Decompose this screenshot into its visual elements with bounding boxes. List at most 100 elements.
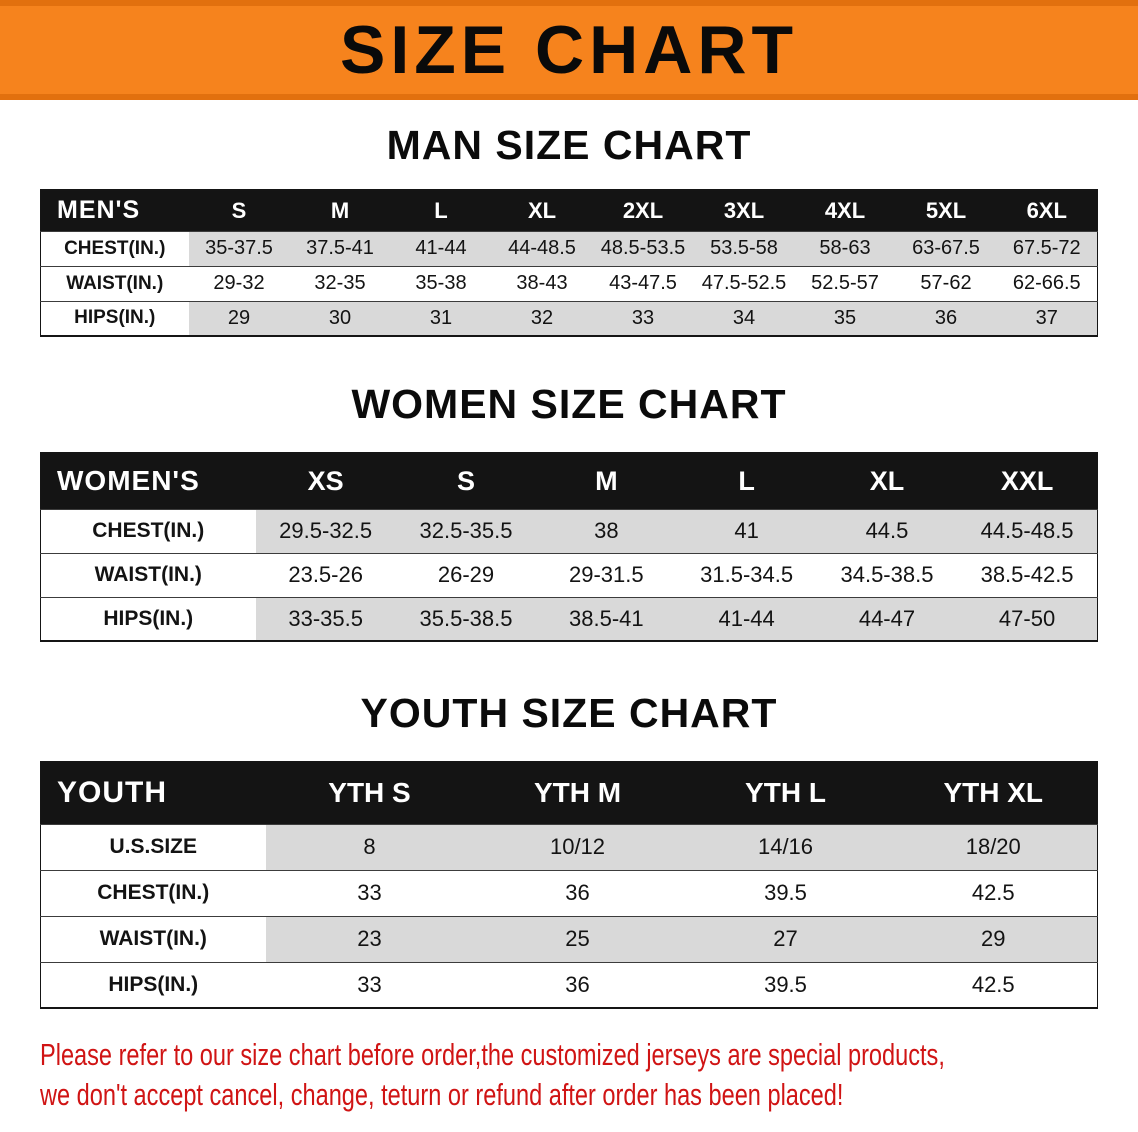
value-cell: 42.5 bbox=[889, 869, 1098, 916]
column-header: 2XL bbox=[592, 190, 694, 231]
column-header: L bbox=[676, 453, 817, 509]
value-cell: 29 bbox=[889, 915, 1098, 962]
value-cell: 34.5-38.5 bbox=[816, 552, 958, 597]
youth-section-heading: YOUTH SIZE CHART bbox=[360, 690, 778, 736]
disclaimer-line-2: we don't accept cancel, change, teturn o… bbox=[40, 1077, 844, 1113]
women-size-table: WOMEN'S XS S M L XL XXL CHEST(IN.) 29.5-32.5 32.5… bbox=[40, 452, 1098, 642]
column-header: 5XL bbox=[895, 190, 997, 231]
column-header: 4XL bbox=[794, 190, 896, 231]
table-corner-label: YOUTH bbox=[40, 762, 266, 824]
value-cell: 38-43 bbox=[491, 265, 593, 301]
row-label: CHEST(IN.) bbox=[40, 508, 256, 553]
value-cell: 58-63 bbox=[794, 230, 896, 266]
value-cell: 25 bbox=[473, 915, 682, 962]
value-cell: 42.5 bbox=[889, 961, 1098, 1008]
value-cell: 41 bbox=[676, 508, 817, 553]
value-cell: 39.5 bbox=[681, 961, 890, 1008]
row-label: CHEST(IN.) bbox=[40, 869, 266, 916]
value-cell: 47.5-52.5 bbox=[693, 265, 795, 301]
value-cell: 35-37.5 bbox=[188, 230, 290, 266]
row-label: WAIST(IN.) bbox=[40, 915, 266, 962]
row-label: WAIST(IN.) bbox=[40, 552, 256, 597]
disclaimer: Please refer to our size chart before or… bbox=[40, 1035, 1138, 1116]
value-cell: 44-48.5 bbox=[491, 230, 593, 266]
value-cell: 29 bbox=[188, 300, 290, 336]
women-section-heading: WOMEN SIZE CHART bbox=[351, 381, 787, 427]
table-row: U.S.SIZE 8 10/12 14/16 18/20 bbox=[40, 823, 1098, 870]
value-cell: 48.5-53.5 bbox=[592, 230, 694, 266]
value-cell: 67.5-72 bbox=[996, 230, 1098, 266]
value-cell: 36 bbox=[473, 869, 682, 916]
row-label: HIPS(IN.) bbox=[40, 596, 256, 641]
table-header-row: MEN'S S M L XL 2XL 3XL 4XL 5XL 6XL bbox=[40, 190, 1098, 231]
column-header: M bbox=[289, 190, 391, 231]
column-header: XS bbox=[255, 453, 396, 509]
value-cell: 63-67.5 bbox=[895, 230, 997, 266]
page-title: SIZE CHART bbox=[340, 12, 798, 88]
column-header: XXL bbox=[957, 453, 1098, 509]
row-label: HIPS(IN.) bbox=[40, 300, 189, 336]
value-cell: 52.5-57 bbox=[794, 265, 896, 301]
value-cell: 37.5-41 bbox=[289, 230, 391, 266]
value-cell: 38.5-42.5 bbox=[957, 552, 1098, 597]
value-cell: 44.5 bbox=[816, 508, 958, 553]
table-row: WAIST(IN.) 23 25 27 29 bbox=[40, 915, 1098, 962]
value-cell: 26-29 bbox=[395, 552, 537, 597]
column-header: M bbox=[536, 453, 677, 509]
table-row: CHEST(IN.) 35-37.5 37.5-41 41-44 44-48.5 48.5… bbox=[40, 230, 1098, 266]
column-header: YTH S bbox=[265, 762, 474, 824]
value-cell: 8 bbox=[265, 823, 474, 870]
value-cell: 41-44 bbox=[390, 230, 492, 266]
value-cell: 29.5-32.5 bbox=[255, 508, 396, 553]
value-cell: 35 bbox=[794, 300, 896, 336]
column-header: YTH XL bbox=[889, 762, 1098, 824]
column-header: S bbox=[188, 190, 290, 231]
value-cell: 35-38 bbox=[390, 265, 492, 301]
value-cell: 14/16 bbox=[681, 823, 890, 870]
value-cell: 18/20 bbox=[889, 823, 1098, 870]
value-cell: 33-35.5 bbox=[255, 596, 396, 641]
value-cell: 29-32 bbox=[188, 265, 290, 301]
column-header: XL bbox=[816, 453, 958, 509]
column-header: 6XL bbox=[996, 190, 1098, 231]
table-row: WAIST(IN.) 23.5-26 26-29 29-31.5 31.5-34.5 34… bbox=[40, 552, 1098, 597]
value-cell: 32.5-35.5 bbox=[395, 508, 537, 553]
value-cell: 36 bbox=[473, 961, 682, 1008]
value-cell: 23 bbox=[265, 915, 474, 962]
value-cell: 10/12 bbox=[473, 823, 682, 870]
row-label: U.S.SIZE bbox=[40, 823, 266, 870]
value-cell: 37 bbox=[996, 300, 1098, 336]
column-header: XL bbox=[491, 190, 593, 231]
table-row: WAIST(IN.) 29-32 32-35 35-38 38-43 43-47.5 47.… bbox=[40, 265, 1098, 301]
youth-size-table: YOUTH YTH S YTH M YTH L YTH XL U.S.SIZE 8 10/12… bbox=[40, 761, 1098, 1009]
row-label: WAIST(IN.) bbox=[40, 265, 189, 301]
value-cell: 44-47 bbox=[816, 596, 958, 641]
table-row: CHEST(IN.) 29.5-32.5 32.5-35.5 38 41 44.5 44.5… bbox=[40, 508, 1098, 553]
table-row: CHEST(IN.) 33 36 39.5 42.5 bbox=[40, 869, 1098, 916]
column-header: S bbox=[395, 453, 537, 509]
value-cell: 33 bbox=[265, 869, 474, 916]
value-cell: 29-31.5 bbox=[536, 552, 677, 597]
size-chart-banner: SIZE CHART bbox=[0, 0, 1138, 100]
value-cell: 44.5-48.5 bbox=[957, 508, 1098, 553]
column-header: L bbox=[390, 190, 492, 231]
value-cell: 32 bbox=[491, 300, 593, 336]
value-cell: 38 bbox=[536, 508, 677, 553]
value-cell: 30 bbox=[289, 300, 391, 336]
value-cell: 35.5-38.5 bbox=[395, 596, 537, 641]
value-cell: 53.5-58 bbox=[693, 230, 795, 266]
table-row: HIPS(IN.) 29 30 31 32 33 34 35 36 37 bbox=[40, 300, 1098, 336]
table-corner-label: MEN'S bbox=[40, 190, 189, 231]
column-header: YTH L bbox=[681, 762, 890, 824]
table-corner-label: WOMEN'S bbox=[40, 453, 256, 509]
value-cell: 62-66.5 bbox=[996, 265, 1098, 301]
men-section-heading: MAN SIZE CHART bbox=[386, 122, 752, 168]
table-header-row: YOUTH YTH S YTH M YTH L YTH XL bbox=[40, 762, 1098, 824]
value-cell: 32-35 bbox=[289, 265, 391, 301]
men-size-table: MEN'S S M L XL 2XL 3XL 4XL 5XL 6XL CHEST(IN.) 35-37… bbox=[40, 189, 1098, 337]
value-cell: 39.5 bbox=[681, 869, 890, 916]
value-cell: 23.5-26 bbox=[255, 552, 396, 597]
value-cell: 33 bbox=[265, 961, 474, 1008]
value-cell: 31 bbox=[390, 300, 492, 336]
